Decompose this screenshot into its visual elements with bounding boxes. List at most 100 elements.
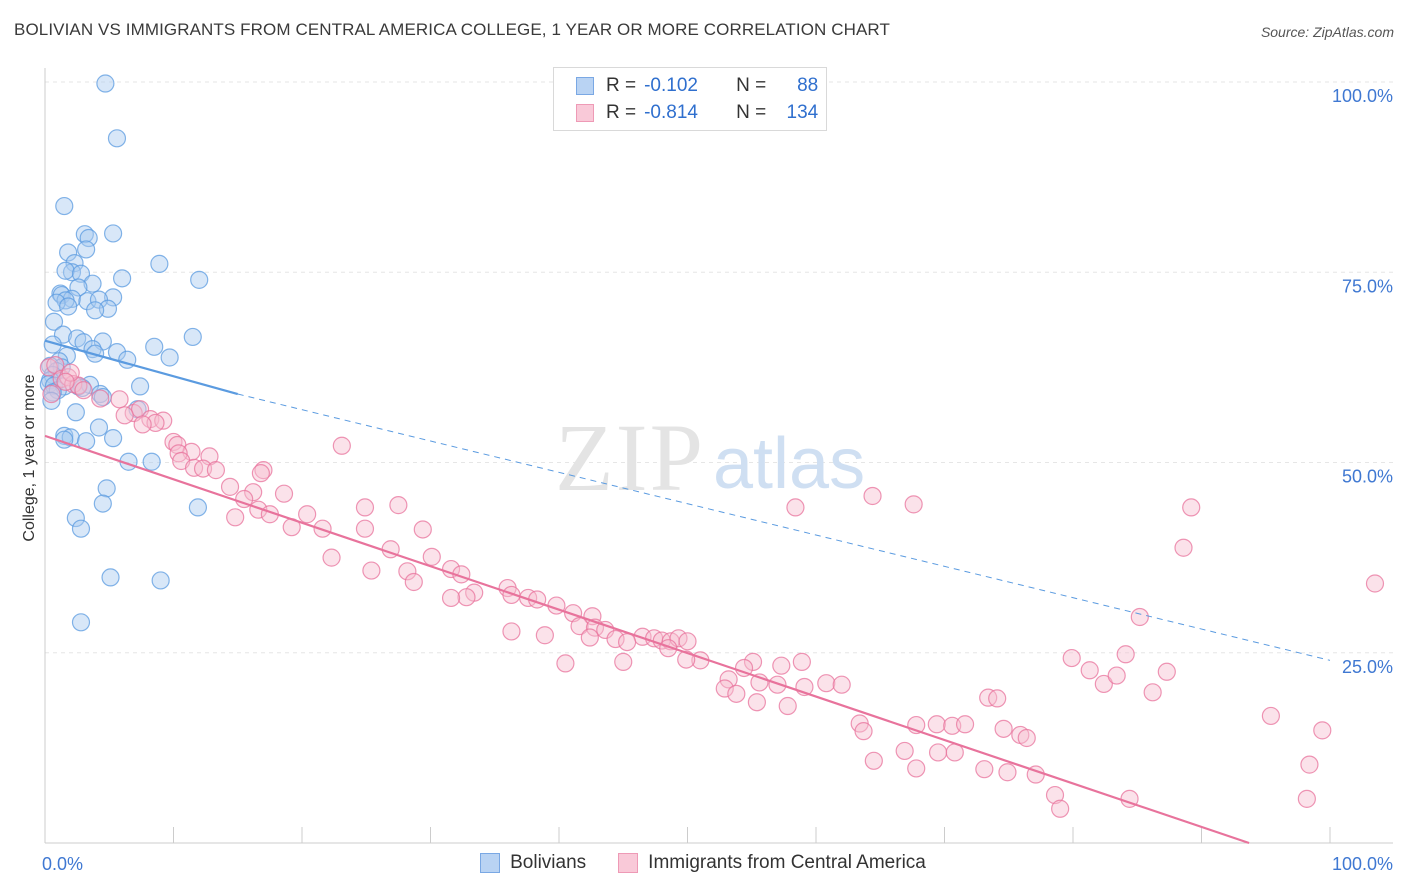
legend-r-value: -0.102	[644, 75, 698, 96]
bolivian-point	[145, 337, 164, 356]
central-america-point	[768, 675, 787, 694]
bolivian-point	[71, 264, 91, 283]
central-america-point	[1130, 607, 1149, 627]
central-america-point	[389, 496, 408, 515]
axes	[44, 68, 1393, 844]
legend-n-value: 134	[786, 102, 819, 123]
legend-n-value: 88	[797, 75, 819, 96]
bolivian-point	[104, 288, 123, 307]
bolivian-point	[160, 348, 179, 367]
central-america-point	[91, 389, 110, 408]
central-america-point	[975, 760, 994, 779]
central-america-point	[988, 689, 1007, 708]
bolivian-point	[44, 312, 64, 331]
central-america-point	[298, 505, 317, 524]
legend-row-central-america: R = -0.814 N = 134	[576, 102, 818, 124]
y-tick-label: 50.0%	[1342, 467, 1393, 487]
bolivian-point	[86, 301, 105, 320]
bolivian-point	[55, 196, 74, 216]
legend-row-bolivians: R = -0.102 N = 88	[576, 75, 818, 97]
grid-lines	[45, 81, 1393, 654]
legend-item-central-america[interactable]: Immigrants from Central America	[618, 852, 926, 874]
central-america-point	[322, 548, 341, 567]
central-america-point	[864, 751, 883, 770]
central-america-point	[747, 693, 766, 712]
central-america-point	[1080, 661, 1099, 680]
central-america-point	[743, 652, 763, 671]
central-america-point	[1017, 728, 1036, 748]
bolivian-point	[69, 278, 88, 297]
data-points	[39, 74, 1385, 818]
legend-swatch-blue	[576, 77, 594, 95]
source-label: Source: ZipAtlas.com	[1260, 24, 1394, 40]
central-america-point	[727, 684, 746, 703]
bolivian-trend-extension	[237, 393, 1331, 661]
central-america-point	[998, 763, 1017, 782]
central-america-point	[441, 588, 461, 608]
central-america-point	[854, 722, 873, 741]
bolivian-point	[78, 292, 97, 311]
central-america-trend-line	[44, 434, 1250, 845]
watermark-zip: ZIP	[555, 404, 705, 511]
bolivian-point	[62, 263, 82, 282]
legend-label-central-america: Immigrants from Central America	[648, 852, 926, 873]
central-america-point	[355, 519, 375, 538]
bolivian-point	[83, 274, 102, 293]
tick-labels: 100.0% 75.0% 50.0% 25.0% 0.0% 100.0%	[42, 86, 1393, 874]
bolivian-point	[188, 498, 208, 517]
bolivian-trend-line	[44, 339, 239, 396]
bolivian-point	[150, 254, 169, 273]
central-america-point	[519, 588, 538, 608]
central-america-point	[1094, 674, 1113, 694]
central-america-point	[1051, 799, 1070, 818]
legend-swatch-blue	[480, 853, 501, 873]
legend-label-bolivians: Bolivians	[510, 852, 587, 873]
legend-item-bolivians[interactable]: Bolivians	[480, 852, 586, 874]
central-america-point	[42, 384, 61, 404]
central-america-point	[1300, 755, 1319, 774]
central-america-point	[1143, 683, 1162, 702]
central-america-point	[413, 520, 432, 539]
central-america-point	[362, 561, 381, 580]
central-america-point	[332, 436, 351, 455]
bolivian-point	[89, 418, 109, 437]
legend-n-label: N =	[736, 102, 767, 123]
central-america-point	[817, 674, 836, 693]
bolivian-point	[59, 243, 78, 262]
legend-n-label: N =	[736, 75, 767, 96]
bolivian-point	[190, 270, 209, 289]
y-tick-label: 100.0%	[1332, 86, 1393, 106]
bolivian-point	[71, 519, 91, 538]
bolivian-point	[47, 293, 66, 312]
central-america-point	[1116, 645, 1135, 664]
y-axis-label: College, 1 year or more	[21, 374, 38, 542]
legend-swatch-pink	[576, 104, 594, 122]
central-america-point	[955, 715, 975, 734]
bolivian-point	[107, 129, 127, 148]
central-america-point	[244, 483, 263, 502]
central-america-point	[1174, 538, 1193, 557]
legend-r-label: R =	[606, 75, 637, 96]
central-america-point	[61, 363, 80, 382]
watermark-atlas: atlas	[713, 424, 865, 504]
bolivian-point	[71, 613, 91, 632]
central-america-point	[274, 484, 294, 503]
bolivian-point	[151, 571, 170, 590]
x-tick-label: 0.0%	[42, 854, 83, 874]
central-america-point	[659, 639, 678, 658]
central-america-point	[677, 650, 696, 669]
bolivian-point	[96, 74, 115, 93]
central-america-point	[206, 461, 226, 480]
bolivian-point	[104, 224, 123, 243]
bolivian-point	[101, 568, 120, 587]
central-america-point	[1182, 498, 1201, 517]
central-america-point	[1045, 785, 1065, 805]
series-legend: Bolivians Immigrants from Central Americ…	[0, 852, 1406, 874]
central-america-point	[1261, 706, 1280, 726]
x-tick-label: 100.0%	[1332, 854, 1393, 874]
central-america-point	[502, 622, 521, 641]
central-america-point	[56, 372, 75, 391]
central-america-point	[734, 658, 754, 678]
central-america-point	[618, 632, 637, 652]
legend-swatch-pink	[618, 853, 639, 873]
